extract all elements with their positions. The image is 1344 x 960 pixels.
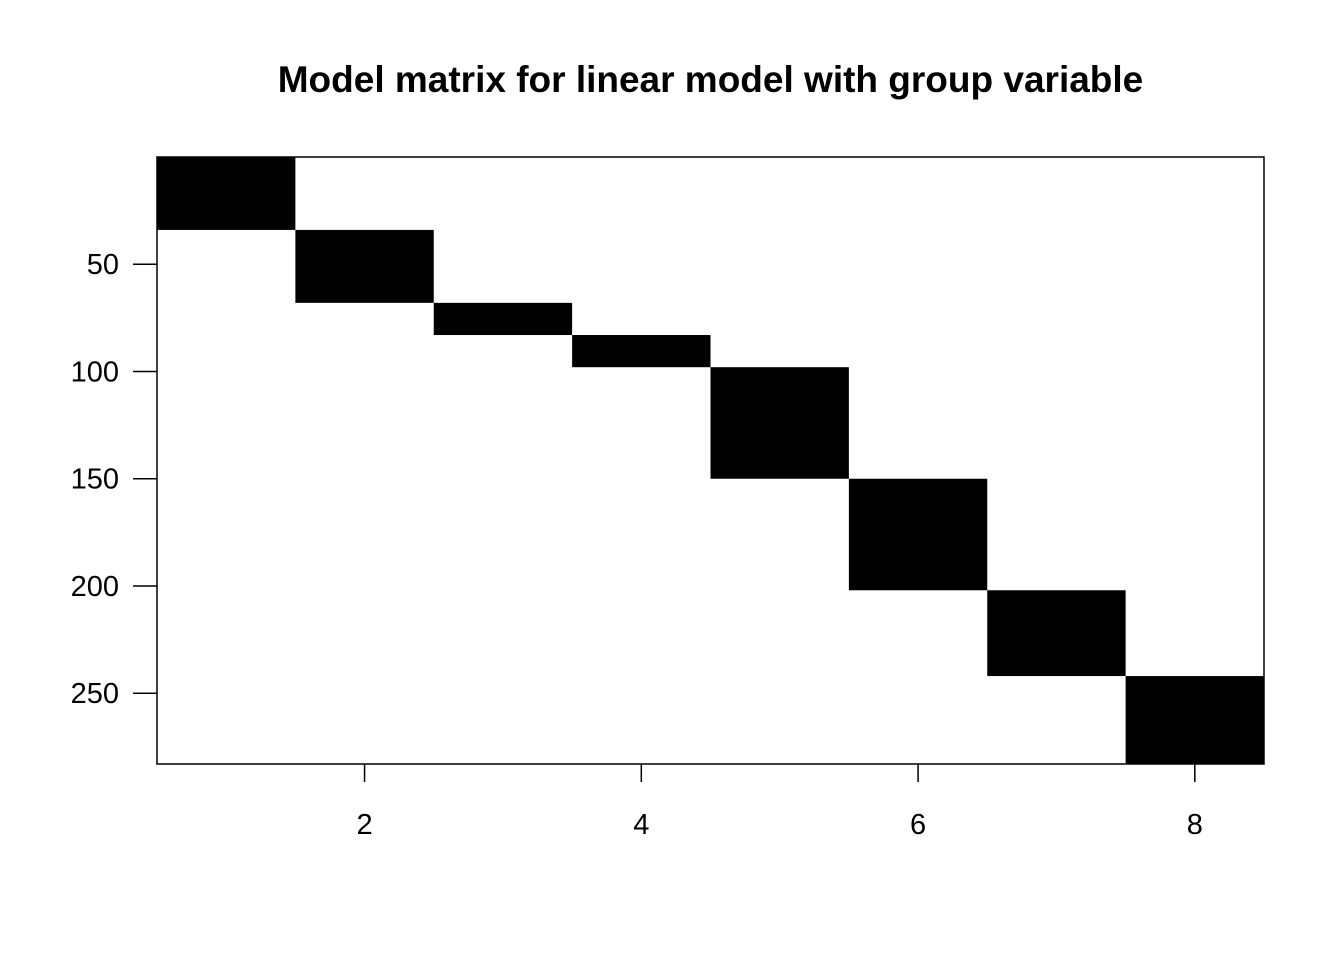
matrix-block-col-4 [572, 335, 711, 368]
plot-frame [156, 156, 1265, 765]
y-axis: 50 100 150 200 250 [71, 249, 157, 710]
x-tick-label: 8 [1187, 809, 1203, 841]
x-tick-label: 4 [633, 809, 649, 841]
y-tick-label: 250 [71, 678, 119, 710]
matrix-block-col-1 [157, 157, 296, 230]
chart-title: Model matrix for linear model with group… [277, 59, 1144, 100]
matrix-blocks [157, 157, 1264, 764]
y-tick-label: 200 [71, 571, 119, 603]
matrix-block-col-5 [710, 367, 849, 479]
x-tick-label: 2 [356, 809, 372, 841]
matrix-block-col-3 [433, 302, 573, 336]
y-tick-label: 100 [71, 356, 119, 388]
matrix-block-col-2 [295, 229, 434, 303]
matrix-block-col-6 [848, 478, 988, 591]
x-axis: 2 4 6 8 [356, 764, 1203, 841]
x-tick-label: 6 [910, 809, 926, 841]
matrix-block-col-7 [987, 590, 1126, 677]
y-tick-label: 150 [71, 464, 119, 496]
matrix-block-col-8 [1125, 676, 1264, 764]
y-tick-label: 50 [87, 249, 119, 281]
